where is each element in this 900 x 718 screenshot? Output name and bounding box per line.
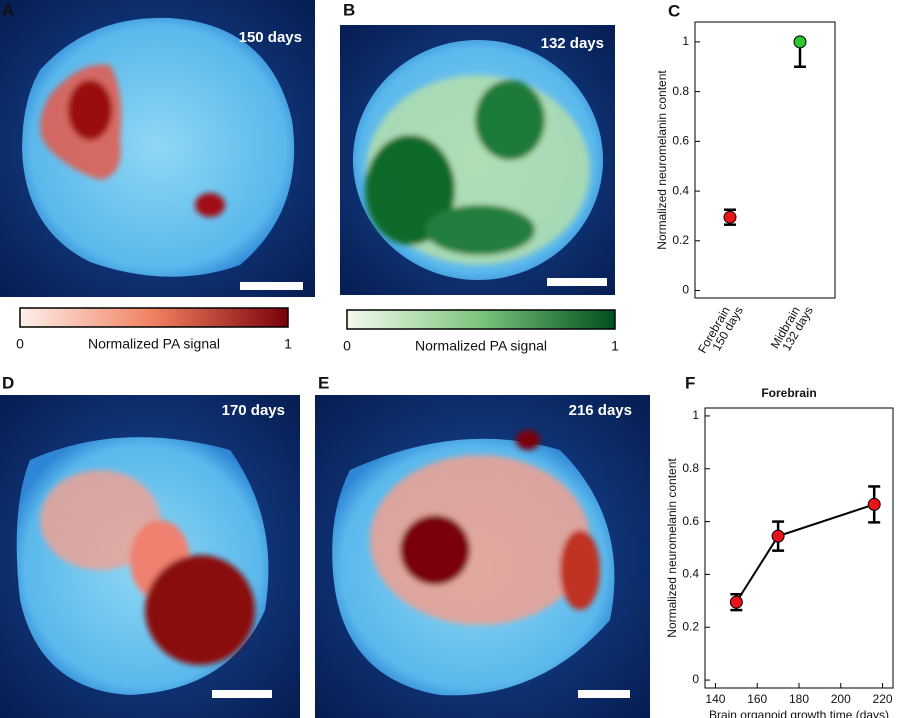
- panel-label: 150 days: [239, 29, 302, 46]
- image-e: [315, 395, 650, 718]
- x-tick-label: 180: [789, 692, 809, 706]
- y-tick-label: 0: [692, 672, 699, 686]
- colorbar-title: Normalized PA signal: [415, 338, 547, 354]
- data-point: [772, 530, 784, 542]
- colorbar-tick-label: 0: [16, 336, 24, 352]
- y-tick-label: 0.6: [682, 514, 699, 528]
- colorbar-tick-label: 1: [611, 338, 619, 354]
- chart-title: Forebrain: [761, 386, 816, 400]
- panel-letter: E: [318, 373, 329, 392]
- x-tick-label: 220: [873, 692, 893, 706]
- y-tick-label: 1: [692, 408, 699, 422]
- panel-letter: B: [343, 0, 355, 19]
- scale-bar: [578, 690, 630, 698]
- y-tick-label: 0.2: [672, 233, 689, 247]
- plot-frame: [695, 22, 835, 298]
- data-point: [724, 211, 736, 223]
- x-axis-label: Brain organoid growth time (days): [709, 708, 889, 718]
- y-tick-label: 0.4: [682, 567, 699, 581]
- y-tick-label: 1: [682, 34, 689, 48]
- y-tick-label: 0.6: [672, 134, 689, 148]
- y-axis-label: Normalized neuromelanin content: [665, 458, 679, 638]
- data-point: [868, 498, 880, 510]
- panel-letter: A: [2, 0, 14, 19]
- y-tick-label: 0.8: [672, 84, 689, 98]
- colorbar: [347, 310, 615, 329]
- colorbar-tick-label: 1: [284, 336, 292, 352]
- y-tick-label: 0.2: [682, 619, 699, 633]
- plot-frame: [705, 408, 893, 688]
- line: [736, 504, 874, 602]
- panel-letter: C: [668, 1, 680, 20]
- scale-bar: [547, 278, 607, 286]
- y-tick-label: 0: [682, 283, 689, 297]
- panel-label: 216 days: [569, 402, 632, 419]
- colorbar: [20, 308, 288, 327]
- y-tick-label: 0.4: [672, 183, 689, 197]
- panel-label: 132 days: [541, 35, 604, 52]
- x-tick-label: 200: [831, 692, 851, 706]
- scale-bar: [212, 690, 272, 698]
- x-tick-label: 140: [705, 692, 725, 706]
- y-tick-label: 0.8: [682, 461, 699, 475]
- colorbar-tick-label: 0: [343, 338, 351, 354]
- image-d: [0, 395, 300, 718]
- colorbar-title: Normalized PA signal: [88, 336, 220, 352]
- panel-letter: F: [685, 373, 695, 392]
- panel-letter: D: [2, 373, 14, 392]
- scale-bar: [240, 282, 303, 290]
- x-tick-label: 160: [747, 692, 767, 706]
- data-point: [730, 596, 742, 608]
- panel-label: 170 days: [222, 402, 285, 419]
- data-point: [794, 36, 806, 48]
- y-axis-label: Normalized neuromelanin content: [655, 70, 669, 250]
- image-b: [340, 25, 615, 295]
